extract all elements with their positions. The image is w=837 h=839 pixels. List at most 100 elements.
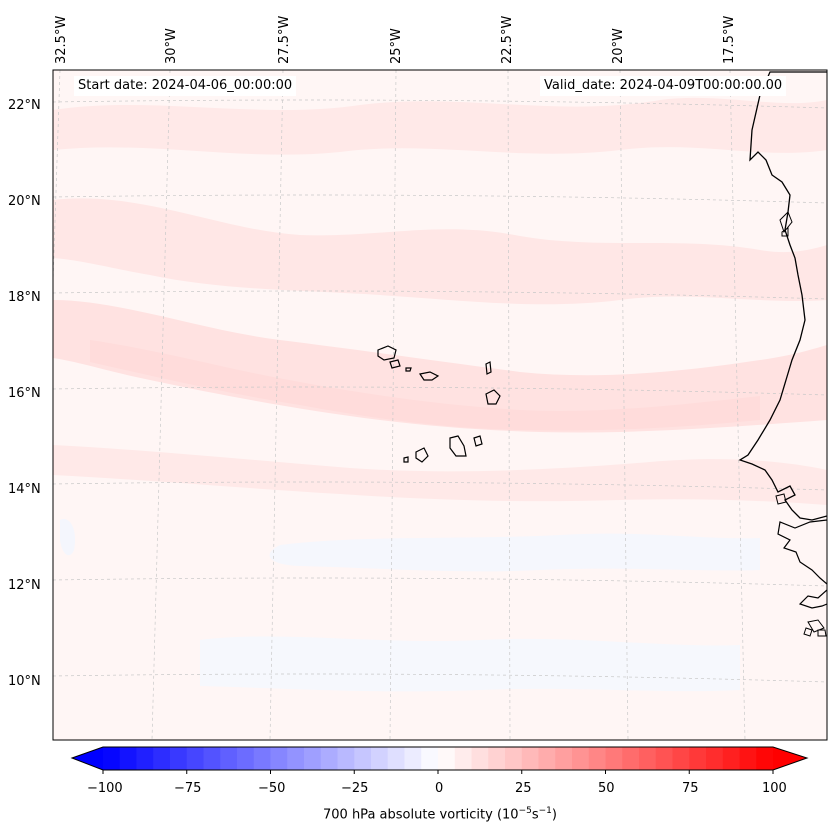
vorticity-band-central xyxy=(53,300,827,433)
boa-vista-island xyxy=(485,389,501,405)
colorbar-cell xyxy=(371,747,389,770)
colorbar-cell xyxy=(739,747,757,770)
cape-verde-islands xyxy=(377,345,501,463)
colorbar-cell xyxy=(103,747,121,770)
colorbar-cell xyxy=(136,747,154,770)
sao-nicolau-island xyxy=(419,371,440,381)
colorbar-cell xyxy=(756,747,774,770)
colorbar-cell xyxy=(521,747,539,770)
fogo-island xyxy=(415,447,429,463)
coastline-guinea xyxy=(798,589,827,609)
lon-label-22-5w: 22.5°W xyxy=(500,15,515,64)
brava-island xyxy=(403,456,409,463)
colorbar-cell xyxy=(404,747,422,770)
colorbar-cell xyxy=(454,747,472,770)
colorbar-cell xyxy=(153,747,171,770)
colorbar-title-exponent-2: −1 xyxy=(538,806,552,816)
colorbar-extend-min xyxy=(72,747,103,770)
lon-label-32-5w: 32.5°W xyxy=(54,15,69,64)
colorbar-cell xyxy=(337,747,355,770)
colorbar-tick-label: −25 xyxy=(341,781,369,796)
colorbar-cell xyxy=(186,747,204,770)
lon-label-20w: 20°W xyxy=(611,28,626,64)
colorbar-title-exponent: −5 xyxy=(518,806,532,816)
colorbar-cell xyxy=(253,747,271,770)
lat-label-12n: 12°N xyxy=(8,578,41,593)
vorticity-band-core xyxy=(90,340,760,431)
valid-date-label: Valid_date: 2024-04-09T00:00:00.00 xyxy=(540,76,787,96)
colorbar-cell xyxy=(320,747,338,770)
gambia-coast xyxy=(775,493,787,505)
colorbar-cell xyxy=(689,747,707,770)
lat-label-22n: 22°N xyxy=(8,98,41,113)
colorbar-cell xyxy=(605,747,623,770)
lat-label-20n: 20°N xyxy=(8,194,41,209)
negative-vorticity-patch-south xyxy=(269,533,760,572)
colorbar-cell xyxy=(505,747,523,770)
colorbar-cell xyxy=(471,747,489,770)
colorbar xyxy=(72,747,807,770)
colorbar-tick-label: 75 xyxy=(682,781,699,796)
colorbar-tick-label: −100 xyxy=(87,781,123,796)
colorbar-cell xyxy=(706,747,724,770)
colorbar-cell xyxy=(555,747,573,770)
colorbar-cell xyxy=(270,747,288,770)
negative-vorticity-patch-west xyxy=(60,519,76,556)
colorbar-cell xyxy=(421,747,439,770)
lon-label-17-5w: 17.5°W xyxy=(722,15,737,64)
colorbar-cell xyxy=(304,747,322,770)
santo-antao-island xyxy=(377,345,397,361)
colorbar-cell xyxy=(572,747,590,770)
colorbar-cell xyxy=(488,747,506,770)
coastline-guinea-bissau xyxy=(777,519,827,585)
colorbar-cell xyxy=(203,747,221,770)
sao-vicente-island xyxy=(389,359,401,369)
maio-island xyxy=(473,435,483,447)
colorbar-title-text: 700 hPa absolute vorticity (10 xyxy=(323,807,519,823)
colorbar-ticks xyxy=(102,770,774,774)
santiago-island xyxy=(449,435,467,457)
vorticity-band-south xyxy=(53,445,827,505)
colorbar-tick-label: 25 xyxy=(515,781,532,796)
vorticity-band-mid-north xyxy=(53,198,827,305)
colorbar-cell xyxy=(354,747,372,770)
colorbar-cell xyxy=(220,747,238,770)
lon-label-27-5w: 27.5°W xyxy=(277,15,292,64)
map-frame xyxy=(52,69,828,741)
coastline-west-africa xyxy=(738,71,827,521)
colorbar-cell xyxy=(672,747,690,770)
sal-island xyxy=(485,361,492,375)
colorbar-cell xyxy=(237,747,255,770)
lon-label-30w: 30°W xyxy=(164,28,179,64)
colorbar-tick-label: −50 xyxy=(258,781,286,796)
colorbar-cell xyxy=(119,747,137,770)
colorbar-cell xyxy=(287,747,305,770)
colorbar-cell xyxy=(170,747,188,770)
colorbar-extend-max xyxy=(773,747,807,770)
colorbar-title-close: ) xyxy=(551,807,557,823)
colorbar-cell xyxy=(538,747,556,770)
colorbar-cell xyxy=(655,747,673,770)
colorbar-cell xyxy=(387,747,405,770)
colorbar-title-unit: s xyxy=(531,807,539,823)
start-date-label: Start date: 2024-04-06_00:00:00 xyxy=(74,76,297,96)
arguin-islands xyxy=(779,211,793,237)
lat-label-16n: 16°N xyxy=(8,386,41,401)
santa-luzia-island xyxy=(405,367,412,372)
colorbar-cell xyxy=(438,747,456,770)
lat-label-18n: 18°N xyxy=(8,290,41,305)
colorbar-cell xyxy=(722,747,740,770)
colorbar-title: 700 hPa absolute vorticity (10−5s−1) xyxy=(0,806,837,822)
bijagos-islands xyxy=(803,619,827,637)
vorticity-band-north xyxy=(53,97,827,155)
colorbar-cell xyxy=(639,747,657,770)
colorbar-tick-label: 50 xyxy=(598,781,615,796)
graticule xyxy=(53,70,827,740)
colorbar-tick-label: 100 xyxy=(762,781,787,796)
colorbar-tick-label: 0 xyxy=(435,781,444,796)
colorbar-cell xyxy=(622,747,640,770)
colorbar-cell xyxy=(588,747,606,770)
colorbar-tick-label: −75 xyxy=(174,781,202,796)
lat-label-14n: 14°N xyxy=(8,482,41,497)
